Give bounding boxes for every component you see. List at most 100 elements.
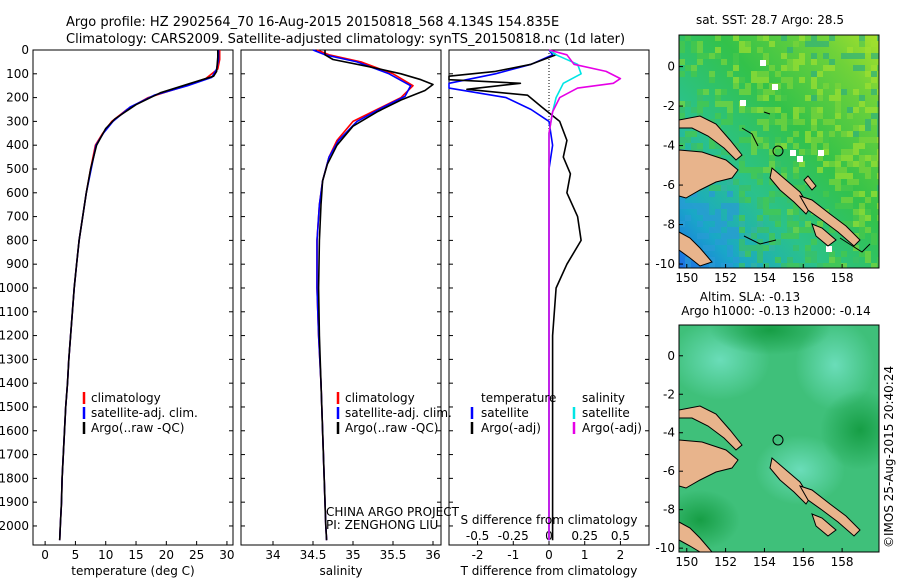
sst-pixel	[841, 167, 847, 173]
sst-pixel	[751, 245, 757, 251]
sst-pixel	[805, 137, 811, 143]
sst-pixel	[865, 257, 871, 263]
sst-pixel	[793, 161, 799, 167]
sst-pixel	[865, 71, 871, 77]
map-y-tick-label: -6	[663, 464, 675, 478]
sst-pixel	[847, 149, 853, 155]
x-tick-label: 0	[545, 548, 553, 562]
sst-pixel	[823, 119, 829, 125]
salinity-plot: 34 34.5 35 35.5 36	[241, 49, 441, 562]
sst-pixel	[817, 155, 823, 161]
sst-pixel	[811, 149, 817, 155]
sst-pixel	[841, 185, 847, 191]
y-tick-label: 1600	[0, 424, 29, 438]
sst-pixel	[763, 35, 769, 41]
sst-pixel	[697, 107, 703, 113]
sst-pixel	[787, 119, 793, 125]
map-x-tick-label: 150	[675, 555, 698, 569]
sst-pixel	[763, 167, 769, 173]
sla-map	[679, 325, 879, 552]
sst-pixel	[775, 257, 781, 263]
sst-pixel	[745, 83, 751, 89]
sst-pixel	[769, 119, 775, 125]
y-tick-label: 300	[6, 114, 29, 128]
sst-pixel	[691, 203, 697, 209]
sst-pixel	[697, 221, 703, 227]
sst-pixel	[715, 35, 721, 41]
legend-salinity-title: salinity	[582, 391, 625, 405]
sst-pixel	[721, 149, 727, 155]
sst-pixel	[853, 221, 859, 227]
sst-pixel	[877, 257, 879, 263]
map-y-tick-label: -4	[663, 139, 675, 153]
sst-pixel	[865, 83, 871, 89]
sst-pixel	[799, 227, 805, 233]
sst-pixel	[709, 245, 715, 251]
sst-pixel	[793, 131, 799, 137]
sst-pixel	[865, 251, 871, 257]
sst-pixel	[757, 227, 763, 233]
sst-pixel	[853, 161, 859, 167]
sst-pixel	[859, 137, 865, 143]
sst-pixel	[817, 71, 823, 77]
sst-pixel	[787, 65, 793, 71]
sst-pixel	[847, 161, 853, 167]
sst-pixel	[811, 125, 817, 131]
y-tick-label: 700	[6, 210, 29, 224]
sst-pixel	[811, 95, 817, 101]
sst-pixel	[727, 245, 733, 251]
map-x-tick-label: 158	[831, 555, 854, 569]
sst-pixel	[733, 233, 739, 239]
sst-pixel	[835, 167, 841, 173]
sst-pixel	[859, 53, 865, 59]
sst-pixel	[739, 245, 745, 251]
sst-pixel	[871, 113, 877, 119]
sst-pixel	[739, 167, 745, 173]
sst-pixel	[787, 83, 793, 89]
sst-pixel	[799, 149, 805, 155]
sst-pixel	[811, 113, 817, 119]
sst-pixel	[877, 125, 879, 131]
sst-pixel	[715, 47, 721, 53]
sst-pixel	[859, 209, 865, 215]
sst-pixel	[685, 257, 691, 263]
sst-pixel	[775, 215, 781, 221]
sst-pixel	[733, 227, 739, 233]
sst-pixel	[871, 239, 877, 245]
sst-pixel	[715, 53, 721, 59]
map-y-tick-label: -4	[663, 426, 675, 440]
sst-pixel	[757, 137, 763, 143]
series-line	[312, 49, 412, 541]
y-tick-label: 1400	[0, 376, 29, 390]
x-tick-label: 15	[128, 548, 143, 562]
sst-pixel	[817, 41, 823, 47]
sst-pixel	[841, 155, 847, 161]
sst-pixel	[811, 71, 817, 77]
sst-pixel	[793, 245, 799, 251]
sst-pixel	[715, 143, 721, 149]
sst-pixel	[799, 119, 805, 125]
x-tick-label: 34	[265, 548, 280, 562]
sst-pixel	[769, 233, 775, 239]
sst-pixel	[763, 53, 769, 59]
sst-pixel	[697, 143, 703, 149]
map-x-tick-label: 150	[675, 271, 698, 285]
sst-pixel	[769, 179, 775, 185]
sst-pixel	[787, 59, 793, 65]
series-line	[548, 49, 622, 541]
sst-pixel	[871, 119, 877, 125]
sst-missing-pixel	[797, 156, 803, 162]
sst-pixel	[847, 173, 853, 179]
sst-pixel	[811, 59, 817, 65]
sst-pixel	[847, 113, 853, 119]
sst-pixel	[691, 47, 697, 53]
sst-pixel	[865, 119, 871, 125]
sst-pixel	[823, 83, 829, 89]
sst-pixel	[871, 89, 877, 95]
sst-pixel	[805, 95, 811, 101]
sst-pixel	[715, 209, 721, 215]
sst-pixel	[703, 203, 709, 209]
sst-pixel	[709, 53, 715, 59]
sst-pixel	[865, 47, 871, 53]
sst-pixel	[775, 149, 781, 155]
